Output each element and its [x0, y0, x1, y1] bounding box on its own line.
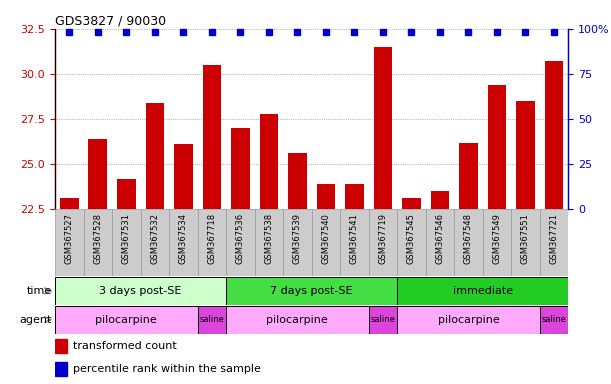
Text: GSM367536: GSM367536: [236, 213, 245, 264]
Bar: [431, 191, 449, 209]
Bar: [141, 209, 169, 276]
Text: GSM367534: GSM367534: [179, 213, 188, 264]
Bar: [340, 209, 368, 276]
Bar: [397, 306, 540, 333]
Text: agent: agent: [20, 314, 52, 325]
Text: GSM367546: GSM367546: [436, 213, 444, 264]
Bar: [397, 277, 568, 305]
Bar: [511, 209, 540, 276]
Bar: [540, 209, 568, 276]
Text: time: time: [27, 286, 52, 296]
Bar: [226, 306, 368, 333]
Text: GSM367551: GSM367551: [521, 213, 530, 263]
Bar: [426, 209, 454, 276]
Text: GSM367540: GSM367540: [321, 213, 331, 263]
Bar: [84, 209, 112, 276]
Text: GSM367721: GSM367721: [549, 213, 558, 264]
Bar: [55, 339, 67, 353]
Bar: [459, 142, 478, 209]
Text: GSM367527: GSM367527: [65, 213, 74, 264]
Text: transformed count: transformed count: [73, 341, 177, 351]
Text: GSM367538: GSM367538: [265, 213, 273, 264]
Text: saline: saline: [199, 315, 224, 324]
Text: GSM367718: GSM367718: [207, 213, 216, 264]
Bar: [197, 209, 226, 276]
Text: GSM367528: GSM367528: [93, 213, 102, 264]
Bar: [145, 103, 164, 209]
Bar: [55, 306, 197, 333]
Bar: [255, 209, 283, 276]
Bar: [316, 184, 335, 209]
Bar: [345, 184, 364, 209]
Bar: [540, 306, 568, 333]
Bar: [516, 101, 535, 209]
Bar: [288, 153, 307, 209]
Text: GSM367539: GSM367539: [293, 213, 302, 264]
Bar: [226, 209, 255, 276]
Bar: [488, 85, 507, 209]
Text: GSM367541: GSM367541: [350, 213, 359, 263]
Bar: [260, 114, 278, 209]
Text: saline: saline: [370, 315, 395, 324]
Text: GSM367531: GSM367531: [122, 213, 131, 264]
Text: saline: saline: [541, 315, 566, 324]
Bar: [226, 277, 397, 305]
Bar: [112, 209, 141, 276]
Bar: [55, 209, 84, 276]
Bar: [60, 199, 78, 209]
Text: 7 days post-SE: 7 days post-SE: [270, 286, 353, 296]
Text: pilocarpine: pilocarpine: [266, 314, 328, 325]
Text: GSM367549: GSM367549: [492, 213, 502, 263]
Text: percentile rank within the sample: percentile rank within the sample: [73, 364, 262, 374]
Text: pilocarpine: pilocarpine: [437, 314, 499, 325]
Bar: [402, 199, 420, 209]
Text: GSM367545: GSM367545: [407, 213, 416, 263]
Bar: [202, 65, 221, 209]
Bar: [55, 362, 67, 376]
Bar: [483, 209, 511, 276]
Bar: [117, 179, 136, 209]
Bar: [89, 139, 107, 209]
Text: pilocarpine: pilocarpine: [95, 314, 157, 325]
Bar: [368, 306, 397, 333]
Text: immediate: immediate: [453, 286, 513, 296]
Text: GSM367719: GSM367719: [378, 213, 387, 264]
Bar: [545, 61, 563, 209]
Bar: [55, 277, 226, 305]
Bar: [231, 128, 249, 209]
Text: GSM367532: GSM367532: [150, 213, 159, 264]
Bar: [374, 47, 392, 209]
Bar: [397, 209, 426, 276]
Text: 3 days post-SE: 3 days post-SE: [100, 286, 181, 296]
Bar: [174, 144, 192, 209]
Bar: [454, 209, 483, 276]
Text: GDS3827 / 90030: GDS3827 / 90030: [55, 15, 166, 28]
Bar: [283, 209, 312, 276]
Bar: [312, 209, 340, 276]
Bar: [368, 209, 397, 276]
Bar: [197, 306, 226, 333]
Bar: [169, 209, 197, 276]
Text: GSM367548: GSM367548: [464, 213, 473, 264]
